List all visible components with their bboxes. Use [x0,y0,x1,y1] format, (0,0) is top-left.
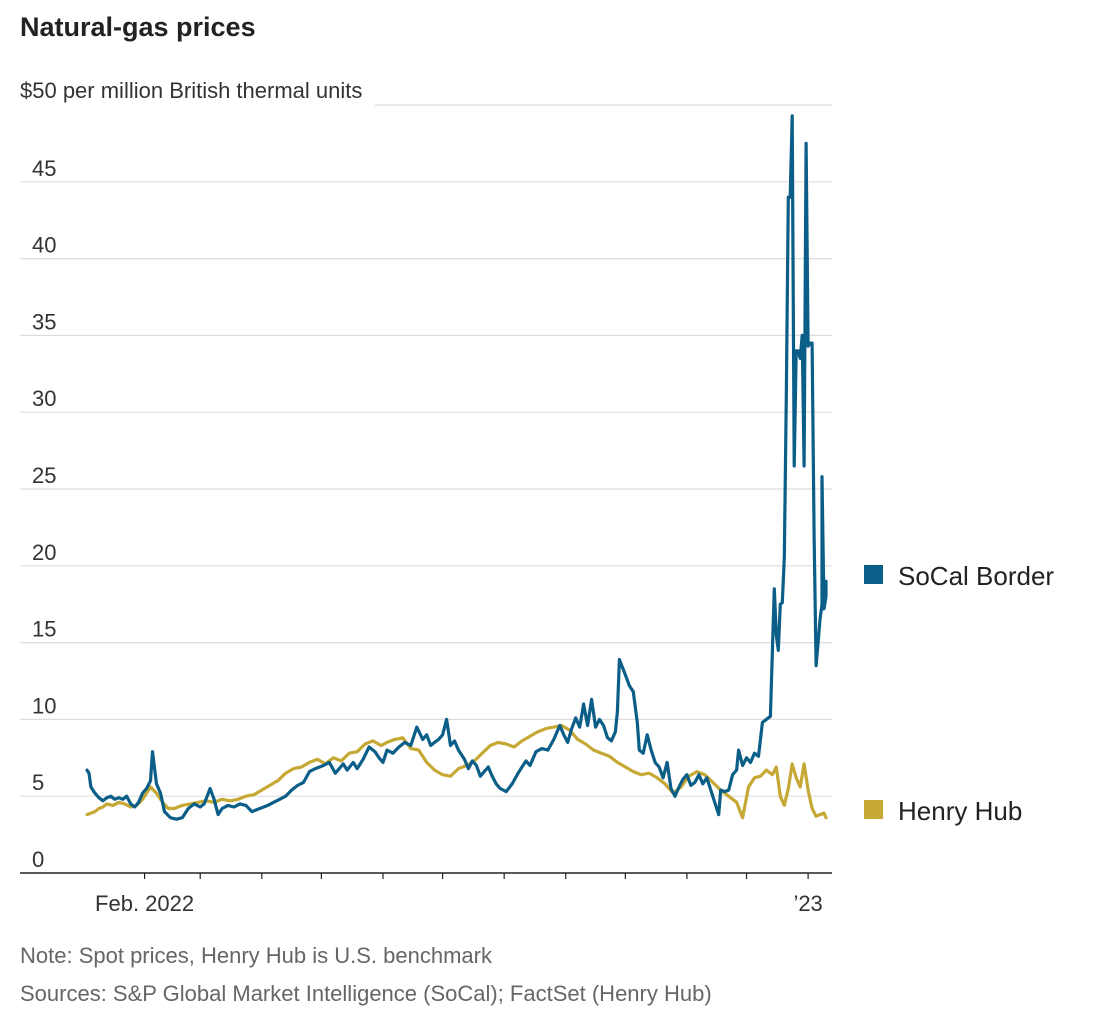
y-tick-label: 30 [32,386,56,411]
y-tick-label: 35 [32,309,56,334]
legend-label: SoCal Border [898,561,1054,591]
y-tick-label: 40 [32,233,56,258]
y-axis-ticks: 0 5 10 15 20 25 30 35 40 45 [32,156,56,872]
legend-swatch [864,565,883,584]
series-lines [85,114,828,821]
y-axis-unit-label: $50 per million British thermal units [20,78,363,103]
y-tick-label: 25 [32,463,56,488]
x-tick-label: Feb. 2022 [95,891,194,916]
chart-title: Natural-gas prices [20,12,256,42]
y-tick-label: 20 [32,540,56,565]
series-line-socal-border [85,114,828,821]
x-axis: Feb. 2022 ’23 [20,872,832,916]
y-tick-label: 10 [32,693,56,718]
y-tick-label: 15 [32,617,56,642]
chart-note: Note: Spot prices, Henry Hub is U.S. ben… [20,943,492,968]
y-tick-label: 5 [32,770,44,795]
x-tick-label: ’23 [793,891,822,916]
gridlines [20,104,832,797]
chart-sources: Sources: S&P Global Market Intelligence … [20,981,712,1006]
legend-label: Henry Hub [898,796,1022,826]
legend-swatch [864,800,883,819]
legend: SoCal Border Henry Hub [864,561,1054,826]
y-tick-label: 0 [32,847,44,872]
y-tick-label: 45 [32,156,56,181]
